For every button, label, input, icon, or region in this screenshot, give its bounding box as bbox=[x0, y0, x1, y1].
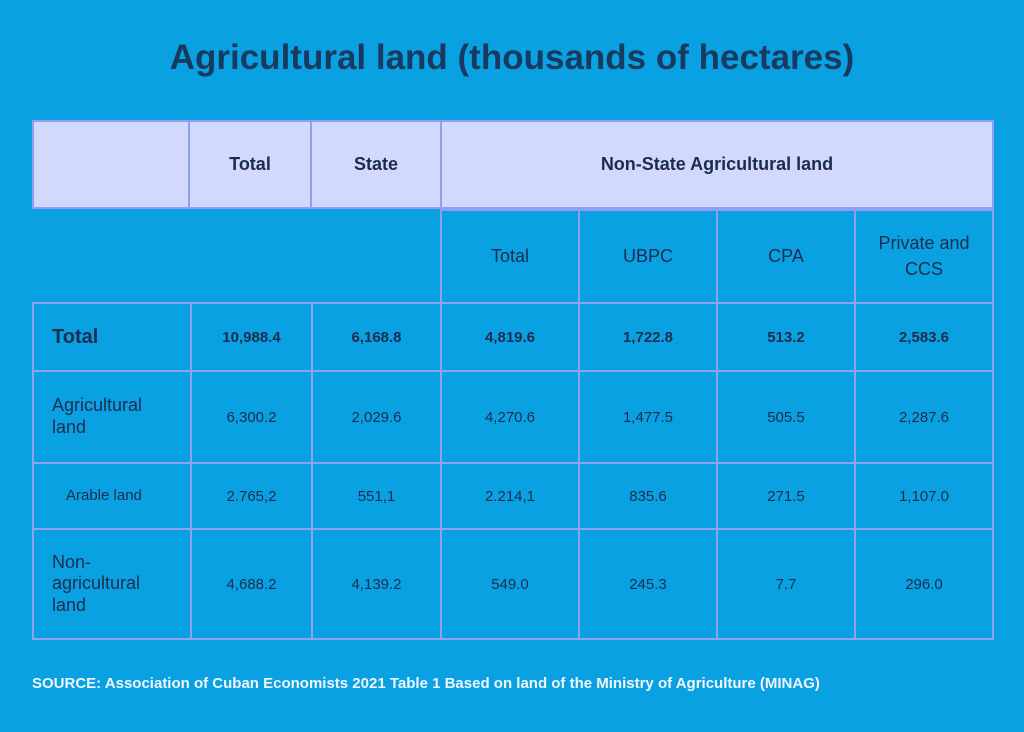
data-cell: 2,029.6 bbox=[311, 370, 442, 464]
row-label: Non-agricultural land bbox=[32, 528, 192, 640]
data-cell: 1,477.5 bbox=[578, 370, 718, 464]
data-cell: 4,270.6 bbox=[440, 370, 580, 464]
subheader-cell: Total bbox=[440, 209, 580, 304]
data-cell: 245.3 bbox=[578, 528, 718, 640]
data-cell: 2.214,1 bbox=[440, 462, 580, 530]
subheader-cell: Private and CCS bbox=[854, 209, 994, 304]
data-cell: 6,168.8 bbox=[311, 302, 442, 372]
data-cell: 7.7 bbox=[716, 528, 856, 640]
header-cell: Total bbox=[188, 120, 312, 209]
title: Agricultural land (thousands of hectares… bbox=[169, 38, 855, 77]
source: SOURCE: Association of Cuban Economists … bbox=[32, 675, 820, 692]
data-cell: 4,688.2 bbox=[190, 528, 313, 640]
data-cell: 835.6 bbox=[578, 462, 718, 530]
data-cell: 296.0 bbox=[854, 528, 994, 640]
data-cell: 6,300.2 bbox=[190, 370, 313, 464]
header-cell: State bbox=[310, 120, 442, 209]
data-cell: 549.0 bbox=[440, 528, 580, 640]
data-cell: 2,583.6 bbox=[854, 302, 994, 372]
data-cell: 4,139.2 bbox=[311, 528, 442, 640]
data-cell: 505.5 bbox=[716, 370, 856, 464]
subheader-cell: CPA bbox=[716, 209, 856, 304]
header-cell: Non-State Agricultural land bbox=[440, 120, 994, 209]
data-cell: 10,988.4 bbox=[190, 302, 313, 372]
row-label: Arable land bbox=[32, 462, 192, 530]
data-cell: 271.5 bbox=[716, 462, 856, 530]
data-cell: 551,1 bbox=[311, 462, 442, 530]
row-label: Total bbox=[32, 302, 192, 372]
data-cell: 2.765,2 bbox=[190, 462, 313, 530]
data-cell: 513.2 bbox=[716, 302, 856, 372]
data-cell: 4,819.6 bbox=[440, 302, 580, 372]
header-corner bbox=[32, 120, 190, 209]
row-label: Agricultural land bbox=[32, 370, 192, 464]
data-cell: 1,107.0 bbox=[854, 462, 994, 530]
data-cell: 2,287.6 bbox=[854, 370, 994, 464]
subheader-cell: UBPC bbox=[578, 209, 718, 304]
data-cell: 1,722.8 bbox=[578, 302, 718, 372]
